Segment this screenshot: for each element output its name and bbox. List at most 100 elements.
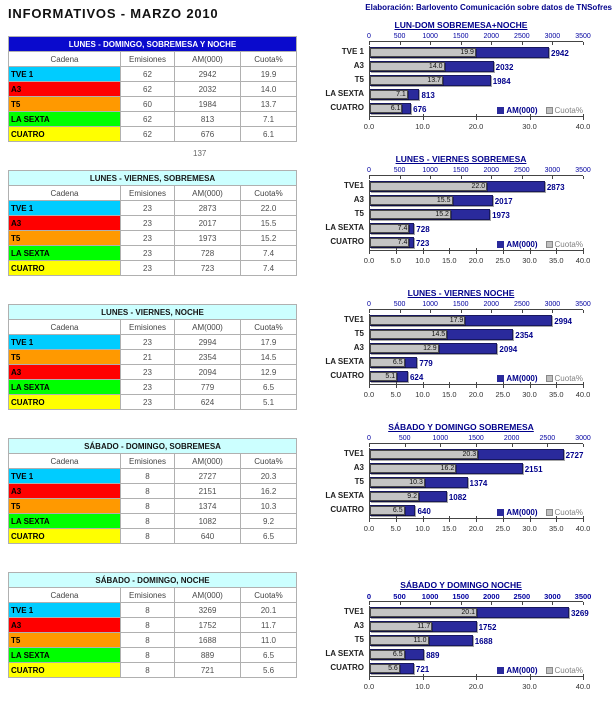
legend-label-am: AM(000) [506, 374, 538, 383]
am-cell: 723 [174, 260, 241, 276]
top-axis-tick [583, 42, 584, 45]
top-axis-tick [440, 444, 442, 447]
emisiones-cell: 23 [120, 230, 175, 246]
chart-bars: 17.9 2994 14.5 2354 12.9 2094 6.5 779 5.1 624 AM(… [369, 314, 583, 384]
top-axis-tick-label: 3500 [575, 33, 591, 40]
channel-cell: CUATRO [8, 260, 121, 276]
channel-cell: A3 [8, 364, 121, 380]
channel-cell: T5 [8, 498, 121, 514]
chart-bar-row: 7.4 723 [370, 236, 583, 250]
cuota-cell: 15.5 [239, 215, 298, 231]
chart-bar-row: 20.3 2727 [370, 448, 583, 462]
channel-cell: CUATRO [8, 394, 121, 410]
top-axis-tick [552, 42, 554, 45]
emisiones-cell: 8 [120, 602, 175, 618]
top-axis-tick-label: 2000 [483, 33, 500, 40]
cuota-cell: 7.1 [240, 111, 297, 127]
chart-bottom-axis-line [369, 114, 584, 121]
chart-bar-row: 6.5 779 [370, 356, 583, 370]
legend-item-am: AM(000) [497, 666, 538, 675]
chart-bottom-axis-line [369, 248, 584, 255]
column-header: Emisiones [120, 185, 175, 201]
channel-cell: CUATRO [8, 528, 121, 544]
table-row: LA SEXTA 8 889 6.5 [8, 647, 298, 663]
chart-bar-row: 17.9 2994 [370, 314, 583, 328]
emisiones-cell: 8 [120, 662, 175, 678]
column-header: Cadena [8, 319, 121, 335]
cuota-cell: 19.9 [240, 66, 297, 82]
table-row: LA SEXTA 62 813 7.1 [8, 111, 297, 127]
chart-category-label: CUATRO [330, 371, 364, 380]
table-row: A3 23 2017 15.5 [8, 215, 298, 231]
table-body: TVE 1 8 2727 20.3 A3 8 2151 16.2 T5 8 1374 10.3 LA S… [8, 468, 298, 544]
bottom-axis-tick-label: 40.0 [575, 122, 591, 131]
bottom-axis-tick [422, 248, 424, 254]
am-cell: 2994 [174, 334, 241, 350]
top-axis-tick-label: 0 [367, 167, 371, 174]
top-axis-tick-label: 1500 [452, 592, 470, 601]
am-cell: 813 [174, 111, 241, 127]
am-cell: 1082 [174, 513, 241, 529]
am-cell: 2727 [174, 468, 241, 484]
am-cell: 2873 [174, 200, 241, 216]
cuota-bar: 16.2 [370, 464, 457, 473]
cuota-bar: 12.9 [370, 344, 439, 353]
top-axis-tick-label: 0 [367, 33, 371, 40]
chart-bars: 20.3 2727 16.2 2151 10.3 1374 9.2 1082 6.5 640 AM… [369, 448, 583, 518]
legend-item-cuota: Cuota% [545, 240, 583, 249]
bottom-axis-tick [476, 114, 477, 120]
bottom-axis-tick-label: 0.0 [363, 122, 375, 131]
chart-bottom-axis-line [369, 516, 584, 523]
table-body: TVE 1 8 3269 20.1 A3 8 1752 11.7 T5 8 1688 11.0 LA S… [8, 602, 298, 678]
top-axis-tick [583, 176, 584, 179]
chart-bar-row: 10.3 1374 [370, 476, 583, 490]
top-axis-tick [460, 176, 462, 179]
chart-title: LUNES - VIERNES NOCHE [407, 288, 515, 298]
chart-bar-row: 22.0 2873 [370, 180, 583, 194]
top-axis-tick [476, 444, 477, 447]
table-row: T5 8 1374 10.3 [8, 498, 298, 514]
top-axis-tick-label: 1000 [422, 33, 438, 40]
cuota-value-label: 14.5 [431, 331, 446, 338]
table-row: CUATRO 8 721 5.6 [8, 662, 298, 678]
channel-cell: T5 [8, 96, 121, 112]
am-cell: 624 [174, 394, 241, 410]
column-header: Emisiones [120, 51, 175, 67]
emisiones-cell: 23 [120, 379, 175, 395]
top-axis-tick [521, 42, 523, 45]
cuota-value-label: 5.1 [385, 373, 396, 380]
bottom-axis-tick [476, 674, 477, 680]
channel-cell: A3 [8, 483, 121, 499]
chart-bar-row: 11.7 1752 [370, 620, 583, 634]
am-cell: 2942 [174, 66, 241, 82]
legend-label-cuota: Cuota% [554, 508, 583, 517]
bottom-axis-tick-label: 25.0 [495, 524, 511, 533]
cuota-bar: 11.7 [370, 622, 433, 631]
channel-cell: T5 [8, 230, 121, 246]
cuota-value-label: 5.6 [388, 665, 398, 672]
chart-top-axis-labels: 0 500 1000 1500 2000 2500 3000 3500 [367, 300, 591, 309]
bottom-axis-tick-label: 30.0 [522, 682, 537, 691]
bar-chart: LUNES - VIERNES NOCHE TVE1 T5 A3 LA SEXTA CU… [311, 288, 611, 399]
chart-category-axis: TVE1 A3 T5 LA SEXTA CUATRO [311, 166, 369, 264]
cuota-value-label: 10.3 [409, 479, 423, 486]
chart-bars: 22.0 2873 15.5 2017 15.2 1973 7.4 728 7.4 723 AM(… [369, 180, 583, 250]
top-axis-tick-label: 3000 [544, 167, 561, 174]
column-header: Emisiones [120, 319, 175, 335]
emisiones-cell: 23 [120, 394, 175, 410]
bottom-axis-tick-label: 25.0 [495, 390, 511, 399]
chart-category-label: CUATRO [330, 663, 364, 672]
am-swatch-icon [497, 241, 505, 248]
legend-label-am: AM(000) [506, 106, 538, 115]
chart-legend: AM(000) Cuota% [497, 508, 583, 517]
am-swatch-icon [497, 375, 505, 382]
cuota-cell: 20.1 [239, 602, 298, 618]
bottom-axis-tick [369, 674, 370, 680]
chart-bottom-axis-labels: 0.0 10.0 20.0 30.0 40.0 [364, 681, 591, 691]
top-axis-tick [583, 602, 584, 605]
top-axis-tick [583, 444, 584, 447]
chart-bar-row: 7.1 813 [370, 88, 583, 102]
stray-number: 137 [193, 149, 207, 158]
top-axis-tick [491, 602, 493, 605]
chart-category-label: T5 [354, 75, 364, 84]
